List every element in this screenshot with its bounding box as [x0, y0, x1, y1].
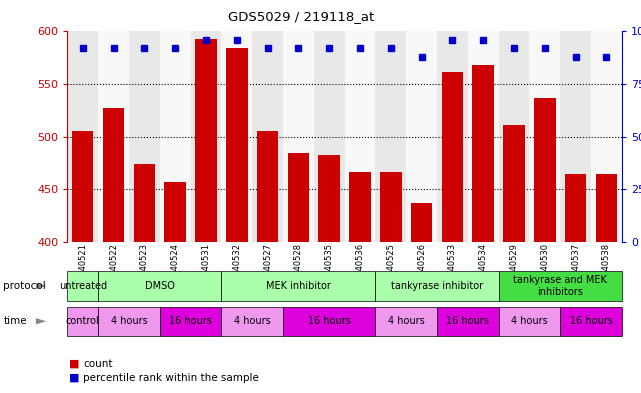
Bar	[499, 31, 529, 242]
Text: 16 hours: 16 hours	[570, 316, 612, 326]
Text: tankyrase inhibitor: tankyrase inhibitor	[391, 281, 483, 291]
Text: 16 hours: 16 hours	[169, 316, 212, 326]
Text: ■: ■	[69, 358, 79, 369]
Bar	[221, 31, 252, 242]
Text: GDS5029 / 219118_at: GDS5029 / 219118_at	[228, 10, 374, 23]
Bar	[442, 72, 463, 242]
Text: tankyrase and MEK
inhibitors: tankyrase and MEK inhibitors	[513, 275, 607, 297]
Bar	[595, 174, 617, 242]
Bar	[195, 39, 217, 242]
Text: ■: ■	[69, 373, 79, 383]
Text: control: control	[66, 316, 99, 326]
Text: 4 hours: 4 hours	[110, 316, 147, 326]
Text: untreated: untreated	[58, 281, 107, 291]
Bar	[129, 31, 160, 242]
Bar	[376, 31, 406, 242]
Text: 16 hours: 16 hours	[446, 316, 489, 326]
Text: 16 hours: 16 hours	[308, 316, 351, 326]
Bar	[164, 182, 186, 242]
Bar	[406, 31, 437, 242]
Bar	[380, 172, 401, 242]
Bar	[103, 108, 124, 242]
Bar	[529, 31, 560, 242]
Bar	[349, 172, 370, 242]
Bar	[257, 131, 278, 242]
Bar	[503, 125, 525, 242]
Text: protocol: protocol	[3, 281, 46, 291]
Text: 4 hours: 4 hours	[234, 316, 271, 326]
Bar	[190, 31, 221, 242]
Bar	[226, 48, 247, 242]
Text: time: time	[3, 316, 27, 326]
Bar	[472, 65, 494, 242]
Bar	[534, 98, 556, 242]
Bar	[72, 131, 94, 242]
Bar	[252, 31, 283, 242]
Text: MEK inhibitor: MEK inhibitor	[266, 281, 331, 291]
Bar	[133, 164, 155, 242]
Bar	[67, 31, 98, 242]
Text: 4 hours: 4 hours	[511, 316, 547, 326]
Bar	[98, 31, 129, 242]
Text: DMSO: DMSO	[145, 281, 174, 291]
Bar	[160, 31, 190, 242]
Text: 4 hours: 4 hours	[388, 316, 424, 326]
Text: count: count	[83, 358, 113, 369]
Bar	[560, 31, 591, 242]
Bar	[313, 31, 345, 242]
Bar	[565, 174, 587, 242]
Bar	[288, 153, 309, 242]
Bar	[437, 31, 468, 242]
Bar	[468, 31, 499, 242]
Bar	[283, 31, 313, 242]
Bar	[591, 31, 622, 242]
Text: percentile rank within the sample: percentile rank within the sample	[83, 373, 259, 383]
Bar	[411, 203, 432, 242]
Bar	[319, 156, 340, 242]
Bar	[345, 31, 376, 242]
